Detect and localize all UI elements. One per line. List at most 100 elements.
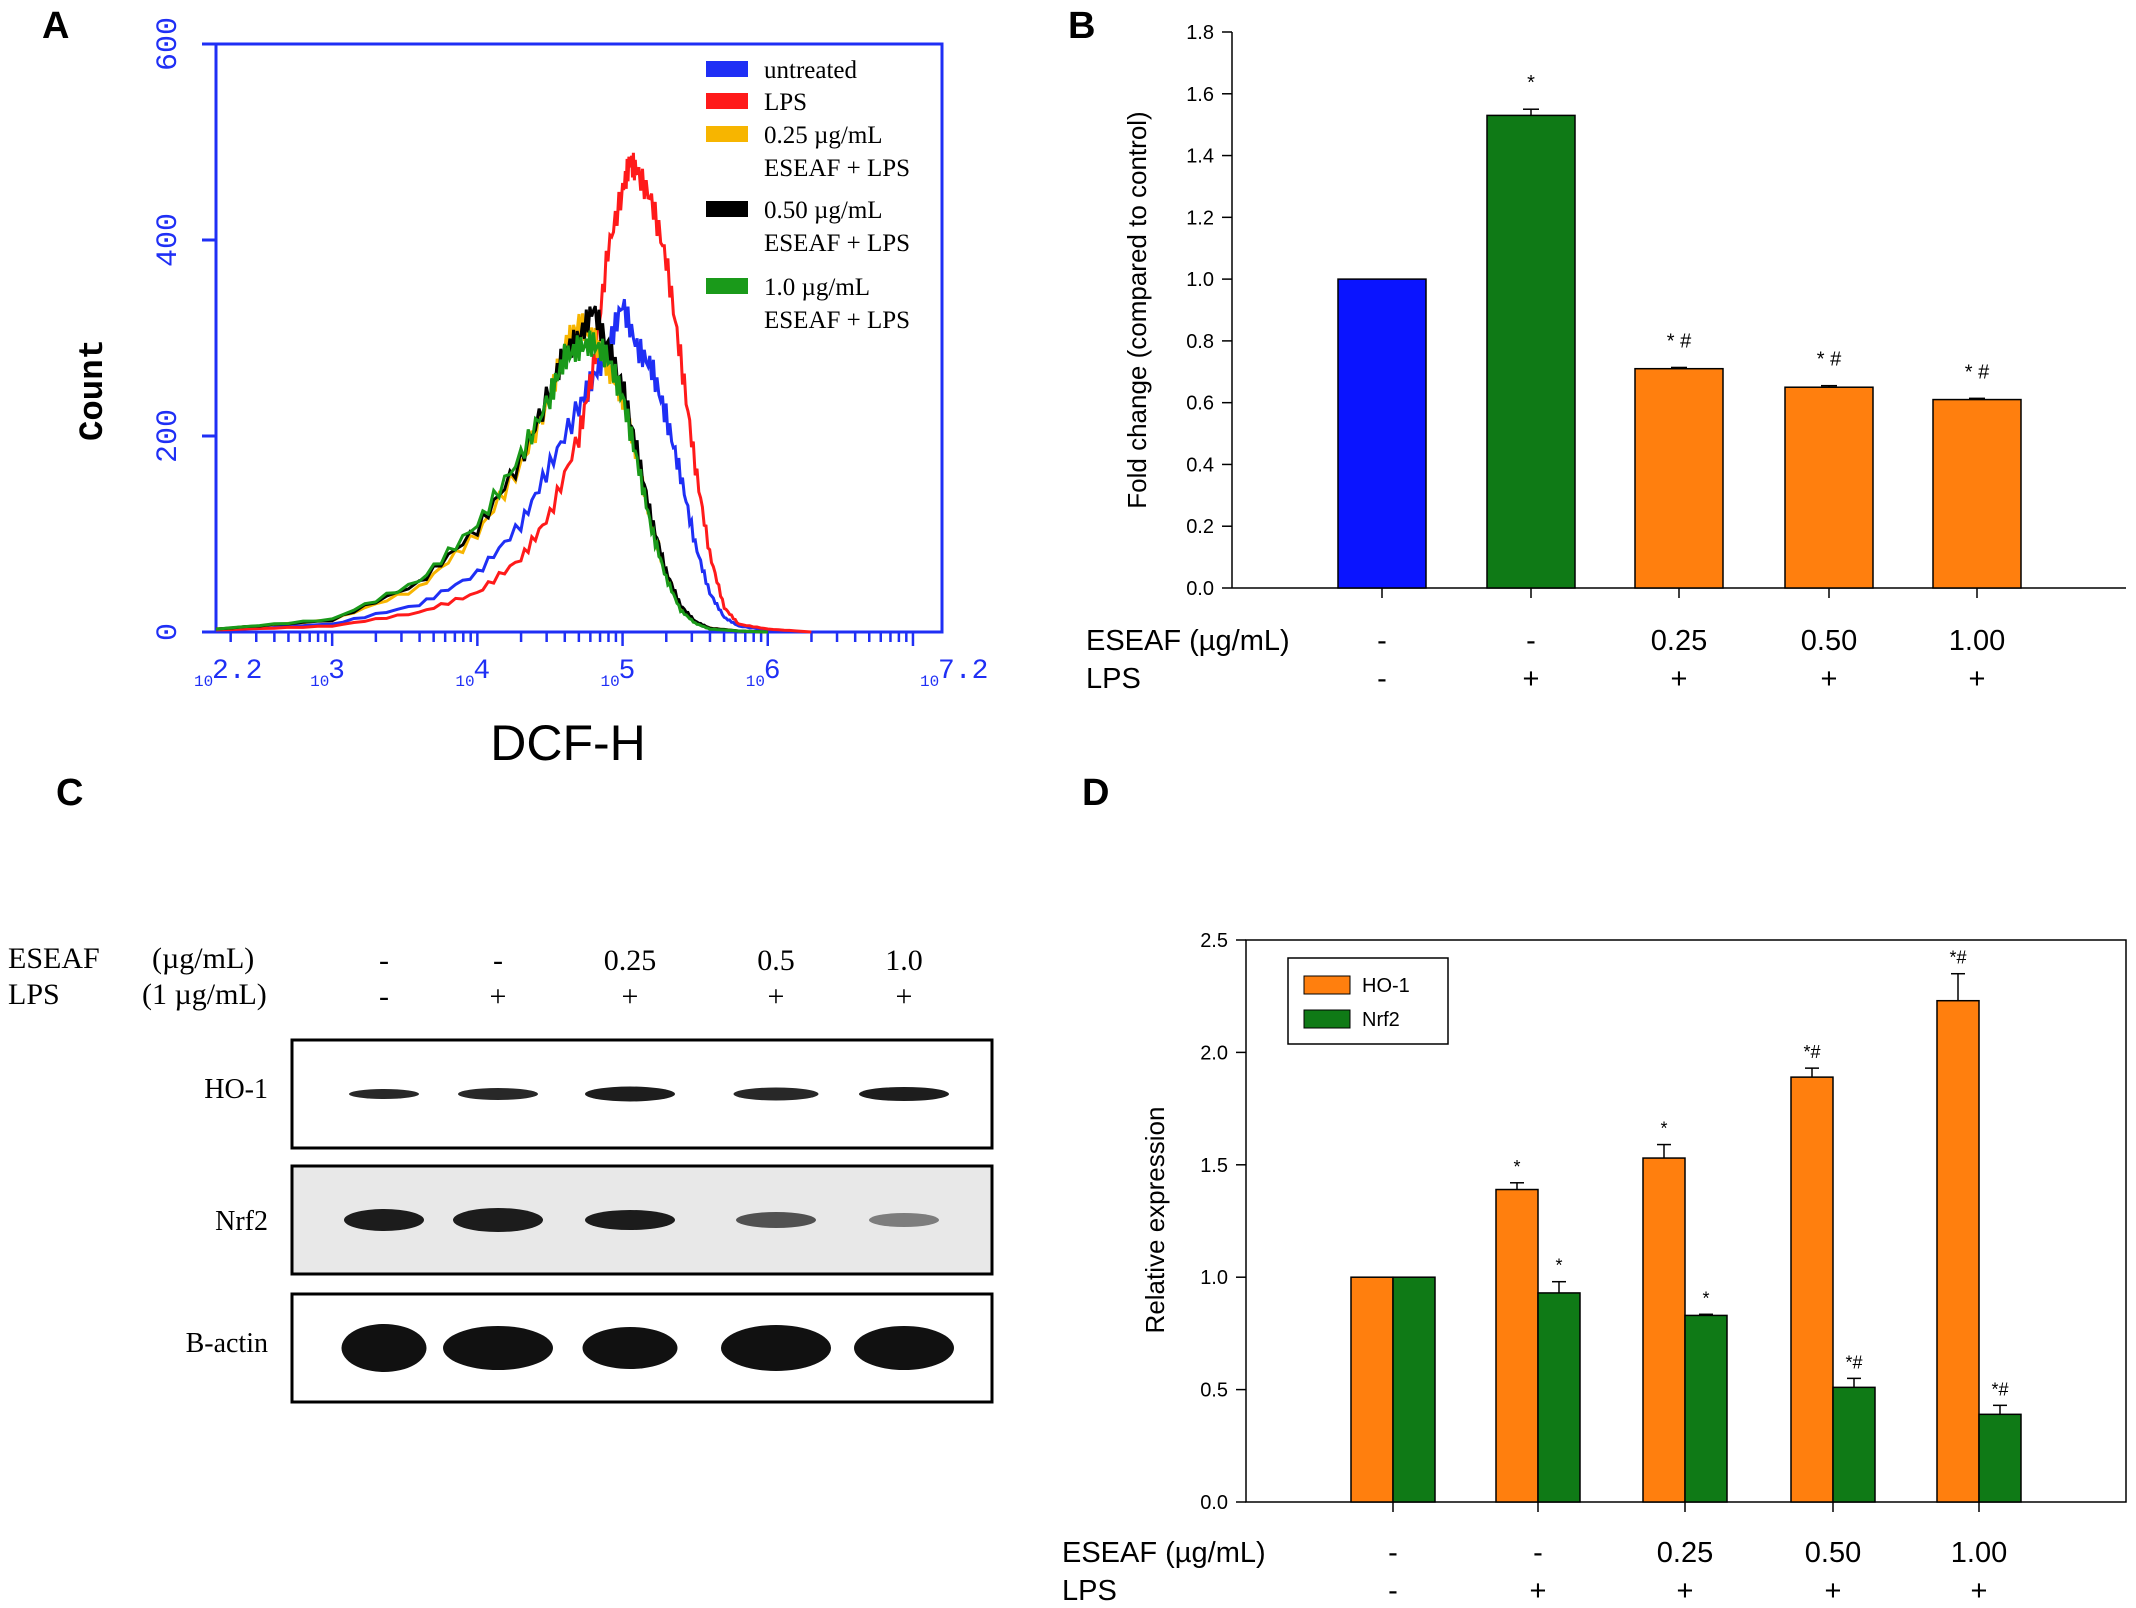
- blot-eseaf-value: 0.25: [604, 944, 657, 977]
- d-significance-label: *#: [1803, 1042, 1820, 1062]
- d-bar-ho-1-3: [1642, 1157, 1686, 1503]
- b-bar-1: [1337, 278, 1427, 589]
- b-significance-label: * #: [1817, 349, 1842, 371]
- histogram-y-tick-label: 400: [152, 213, 186, 267]
- d-lps-value: +: [1530, 1575, 1547, 1607]
- panel-b-bar-chart: Fold change (compared to control) 0.0 0.2…: [1086, 22, 2126, 695]
- histogram-y-label: Count: [75, 339, 113, 441]
- histogram-curve-2: [215, 152, 812, 634]
- panel-label-c: C: [56, 772, 83, 814]
- d-eseaf-value: 0.25: [1657, 1537, 1713, 1569]
- d-significance-label: *#: [1845, 1352, 1862, 1372]
- blot-band: [443, 1326, 553, 1370]
- d-eseaf-value: -: [1388, 1537, 1398, 1569]
- histogram-x-tick-base: 10: [601, 673, 620, 691]
- d-eseaf-value: 0.50: [1805, 1537, 1861, 1569]
- histogram-x-tick-base: 10: [310, 673, 329, 691]
- histogram-x-tick-base: 10: [920, 673, 939, 691]
- b-y-tick-label: 0.0: [1186, 578, 1214, 600]
- legend-label-3: 0.25 µg/mL: [764, 122, 883, 149]
- panel-c-western-blot: ESEAF (µg/mL) LPS (1 µg/mL) - -0.25 0.5 1.0…: [8, 942, 994, 1404]
- blot-band: [869, 1213, 939, 1227]
- panel-label-b: B: [1068, 5, 1095, 47]
- b-lps-value: +: [1671, 663, 1688, 695]
- b-eseaf-value: 1.00: [1949, 625, 2005, 657]
- blot-eseaf-value: 0.5: [757, 944, 795, 977]
- blot-protein-label: B-actin: [186, 1328, 268, 1359]
- histogram-x-tick-exponent: 2.2: [212, 656, 262, 687]
- b-eseaf-value: 0.25: [1651, 625, 1707, 657]
- legend-label-4: 0.50 µg/mL: [764, 197, 883, 224]
- histogram-curve-1: [215, 298, 797, 634]
- d-bar-ho-1-2: [1495, 1188, 1539, 1503]
- blot-lps-label: LPS: [8, 978, 60, 1011]
- histogram-curve-4: [215, 305, 768, 634]
- histogram-y-tick-label: 200: [152, 409, 186, 463]
- blot-band: [736, 1212, 816, 1228]
- b-lps-value: +: [1821, 663, 1838, 695]
- blot-band: [721, 1325, 831, 1371]
- b-significance-label: * #: [1667, 330, 1692, 352]
- d-y-tick-label: 2.0: [1200, 1042, 1228, 1064]
- d-bar-nrf2-1: [1392, 1276, 1436, 1503]
- d-y-tick-label: 0.0: [1200, 1492, 1228, 1514]
- legend-label-2: LPS: [764, 89, 807, 116]
- histogram-x-tick-base: 10: [746, 673, 765, 691]
- blot-band: [344, 1209, 424, 1231]
- legend-swatch-1: [706, 61, 748, 77]
- b-bar-5: [1932, 398, 2022, 589]
- d-legend-label: HO-1: [1362, 975, 1410, 997]
- blot-lps-value: +: [768, 980, 785, 1013]
- legend-label-5-line2: ESEAF + LPS: [764, 307, 910, 334]
- blot-lps-value: +: [622, 980, 639, 1013]
- blot-lps-value: +: [896, 980, 913, 1013]
- blot-band: [859, 1087, 949, 1101]
- b-significance-label: * #: [1965, 361, 1990, 383]
- blot-band: [582, 1327, 678, 1369]
- blot-band: [341, 1324, 427, 1372]
- b-y-tick-label: 0.8: [1186, 331, 1214, 353]
- d-significance-label: *#: [1991, 1379, 2008, 1399]
- blot-band: [733, 1087, 819, 1101]
- d-significance-label: *: [1702, 1288, 1709, 1308]
- blot-eseaf-label: ESEAF: [8, 942, 100, 975]
- b-eseaf-value: -: [1377, 625, 1387, 657]
- b-y-tick-label: 1.2: [1186, 207, 1214, 229]
- legend-label-4-line2: ESEAF + LPS: [764, 230, 910, 257]
- legend-label-1: untreated: [764, 57, 858, 84]
- d-legend-swatch: [1303, 975, 1351, 995]
- histogram-x-tick-exponent: 6: [764, 656, 781, 687]
- panel-d-bar-chart: Relative expression 0.0 0.5 1.0 1.5 2.0 2.5 *…: [1062, 930, 2127, 1607]
- b-eseaf-value: -: [1526, 625, 1536, 657]
- histogram-x-tick-exponent: 3: [328, 656, 345, 687]
- b-y-tick-label: 0.4: [1186, 454, 1214, 476]
- histogram-x-tick-exponent: 5: [619, 656, 636, 687]
- d-eseaf-value: 1.00: [1951, 1537, 2007, 1569]
- blot-band: [854, 1326, 954, 1370]
- d-lps-value: -: [1388, 1575, 1398, 1607]
- d-bar-ho-1-5: [1936, 999, 1980, 1503]
- d-y-label: Relative expression: [1140, 1107, 1170, 1334]
- d-row-label-lps: LPS: [1062, 1575, 1117, 1607]
- histogram-curve-3: [215, 313, 768, 634]
- panel-label-d: D: [1082, 772, 1109, 814]
- blot-protein-label: HO-1: [204, 1074, 268, 1105]
- d-bar-ho-1-4: [1790, 1076, 1834, 1503]
- legend-label-5: 1.0 µg/mL: [764, 274, 870, 301]
- b-lps-value: +: [1969, 663, 1986, 695]
- b-lps-value: +: [1523, 663, 1540, 695]
- histogram-x-tick-exponent: 7.2: [938, 656, 988, 687]
- d-lps-value: +: [1677, 1575, 1694, 1607]
- b-y-tick-label: 1.4: [1186, 146, 1214, 168]
- b-bar-2: [1486, 114, 1576, 589]
- b-eseaf-value: 0.50: [1801, 625, 1857, 657]
- d-significance-label: *: [1513, 1157, 1520, 1177]
- d-bar-nrf2-5: [1978, 1413, 2022, 1503]
- d-significance-label: *#: [1949, 948, 1966, 968]
- d-eseaf-value: -: [1533, 1537, 1543, 1569]
- legend-swatch-3: [706, 126, 748, 142]
- d-bar-nrf2-2: [1537, 1292, 1581, 1503]
- d-lps-value: +: [1825, 1575, 1842, 1607]
